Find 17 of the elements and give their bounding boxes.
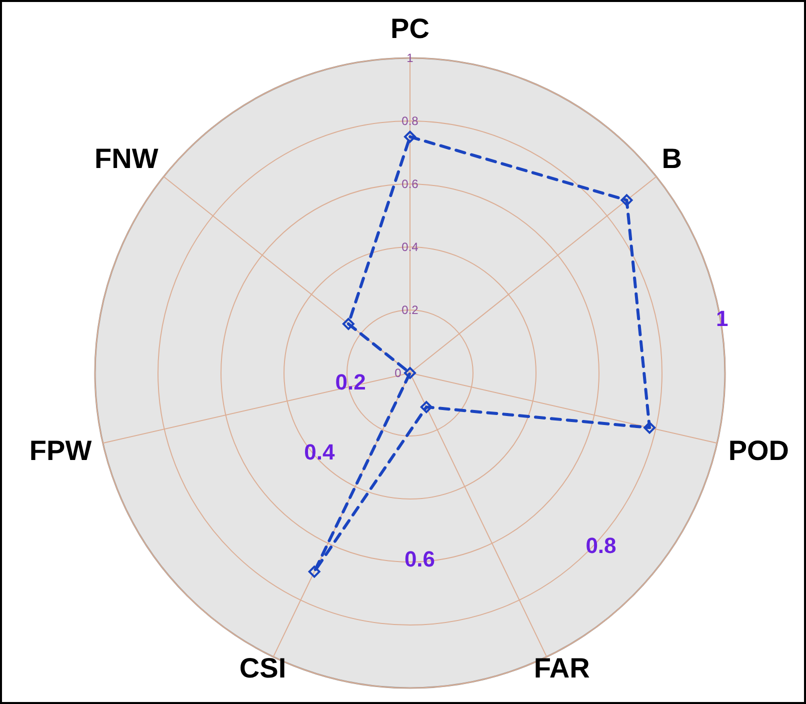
spoke-label: PC: [390, 13, 430, 44]
spoke-label: B: [662, 142, 682, 174]
y-tick-label: 1: [406, 51, 414, 65]
spoke-label: CSI: [239, 652, 286, 684]
spoke-label: FAR: [534, 652, 590, 684]
y-tick-label: 0.2: [402, 303, 419, 317]
text: 0.8: [586, 532, 616, 558]
y-tick-label: 0.4: [402, 240, 419, 254]
text: 0.2: [335, 369, 366, 394]
y-tick-label: 0.6: [402, 177, 419, 191]
spoke-label: POD: [728, 434, 790, 466]
y-tick-label: 0: [394, 366, 402, 380]
text: 1: [716, 306, 728, 331]
y-tick-label: 0.8: [402, 114, 419, 128]
text: 0.4: [304, 440, 336, 465]
spoke-label: FPW: [29, 434, 92, 466]
spoke-label: FNW: [94, 142, 159, 174]
